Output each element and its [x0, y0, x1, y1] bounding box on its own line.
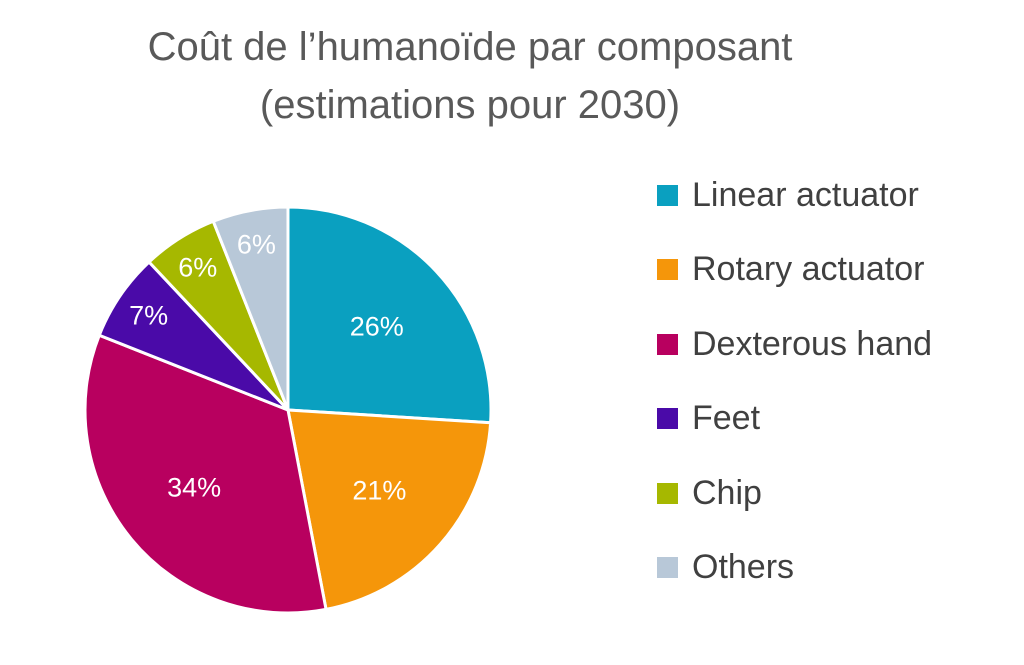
- pie-slice-others: [211, 205, 290, 412]
- legend-label: Chip: [692, 473, 762, 512]
- legend-swatch: [657, 184, 678, 206]
- data-label-feet: 7%: [129, 300, 168, 330]
- data-label-linear-actuator: 26%: [350, 312, 404, 342]
- legend-label: Dexterous hand: [692, 324, 933, 363]
- legend-swatch: [657, 482, 678, 504]
- legend-label: Feet: [692, 399, 761, 438]
- pie-slice-rotary-actuator: [286, 408, 493, 611]
- legend-swatch: [657, 333, 678, 355]
- legend-item-rotary-actuator: Rotary actuator: [657, 233, 932, 308]
- legend-item-linear-actuator: Linear actuator: [657, 158, 932, 233]
- data-label-rotary-actuator: 21%: [352, 476, 406, 506]
- legend-label: Rotary actuator: [692, 250, 925, 289]
- legend-item-feet: Feet: [657, 382, 932, 457]
- data-label-chip: 6%: [178, 253, 217, 283]
- legend: Linear actuator Rotary actuator Dexterous …: [657, 158, 932, 605]
- legend-label: Linear actuator: [692, 175, 919, 214]
- legend-item-others: Others: [657, 531, 932, 606]
- legend-swatch: [657, 557, 678, 579]
- legend-item-chip: Chip: [657, 456, 932, 531]
- chart-title-line-2: (estimations pour 2030): [259, 83, 681, 127]
- pie-slice-dexterous-hand: [83, 333, 328, 615]
- legend-item-dexterous-hand: Dexterous hand: [657, 307, 932, 382]
- data-label-dexterous-hand: 34%: [167, 473, 221, 503]
- legend-swatch: [657, 408, 678, 430]
- legend-label: Others: [692, 548, 795, 587]
- data-label-others: 6%: [237, 229, 276, 259]
- chart-title: Coût de l’humanoïde par composant (estim…: [100, 18, 840, 134]
- pie-slice-linear-actuator: [286, 205, 493, 425]
- chart-title-line-1: Coût de l’humanoïde par composant: [147, 25, 793, 69]
- legend-swatch: [657, 259, 678, 281]
